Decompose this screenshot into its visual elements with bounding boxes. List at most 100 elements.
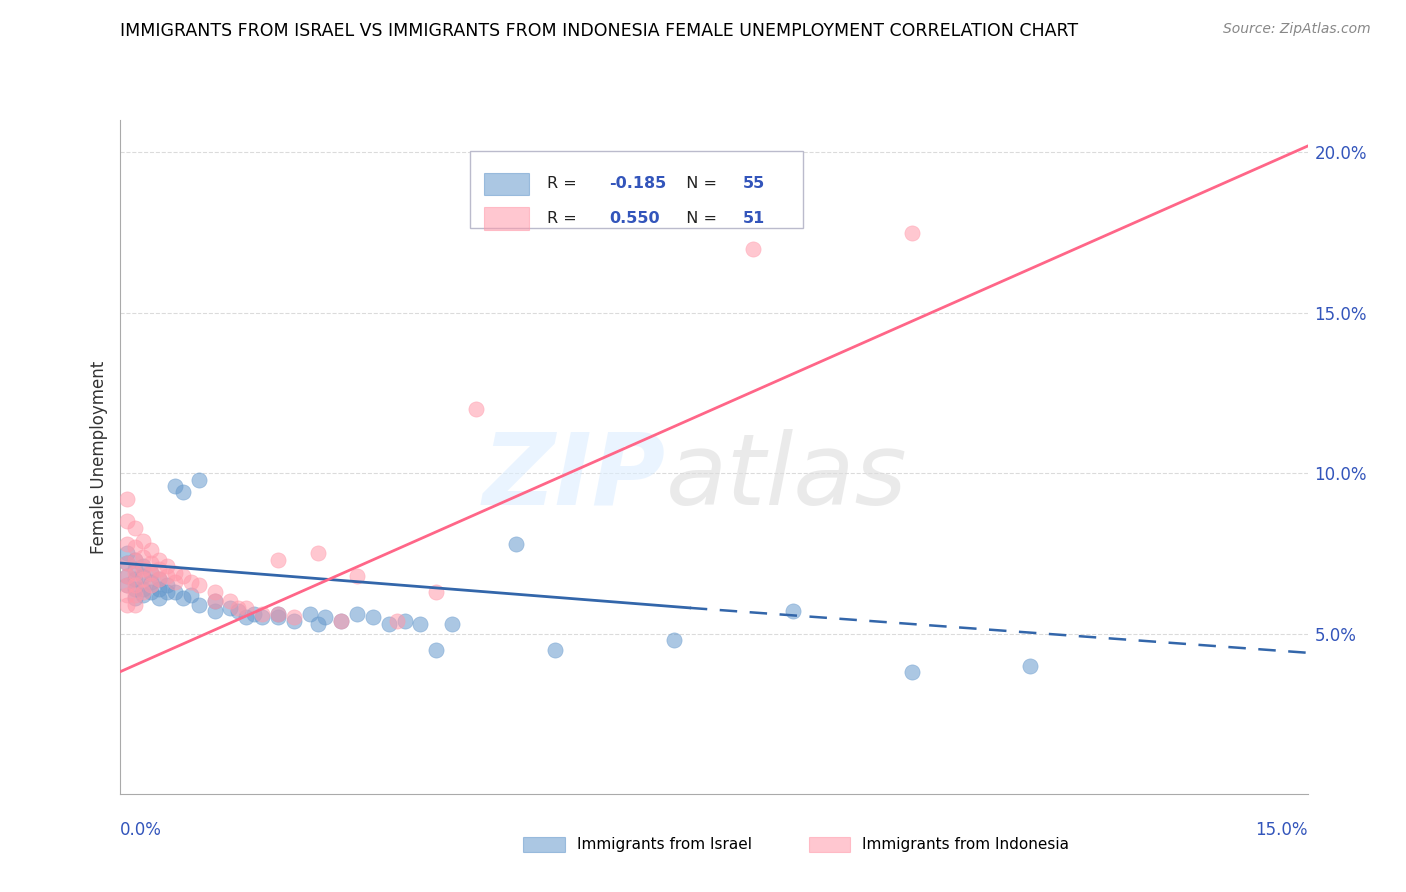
Point xyxy=(235,600,257,615)
Point xyxy=(180,575,202,590)
Point xyxy=(464,402,488,417)
Point xyxy=(117,556,139,570)
Point xyxy=(117,491,139,506)
Point xyxy=(132,585,155,599)
Point xyxy=(124,572,146,586)
Point xyxy=(204,604,226,618)
Point xyxy=(267,610,290,624)
Point xyxy=(250,610,273,624)
Point xyxy=(219,600,242,615)
Text: R =: R = xyxy=(547,176,582,191)
Point xyxy=(425,642,447,657)
Text: 0.550: 0.550 xyxy=(609,211,659,226)
Point xyxy=(132,562,155,576)
Point xyxy=(267,607,290,622)
Point xyxy=(141,566,163,580)
Point xyxy=(283,610,305,624)
Point xyxy=(124,553,146,567)
Point xyxy=(228,604,250,618)
Point xyxy=(132,533,155,548)
Point xyxy=(132,549,155,564)
Point xyxy=(307,546,329,560)
Point xyxy=(346,607,368,622)
Point xyxy=(180,588,202,602)
Point xyxy=(385,614,408,628)
Point xyxy=(219,594,242,608)
Point xyxy=(124,588,146,602)
Text: N =: N = xyxy=(675,211,721,226)
Point xyxy=(283,614,305,628)
Point xyxy=(124,578,146,592)
Point xyxy=(1019,658,1042,673)
Point xyxy=(378,616,401,631)
Point xyxy=(148,562,170,576)
Point xyxy=(141,585,163,599)
Point xyxy=(163,479,186,493)
Point xyxy=(425,585,447,599)
Point xyxy=(307,616,329,631)
Point xyxy=(156,578,179,592)
Point xyxy=(148,553,170,567)
Text: 51: 51 xyxy=(744,211,765,226)
Point xyxy=(148,582,170,596)
Point xyxy=(441,616,464,631)
Point xyxy=(117,514,139,528)
Point xyxy=(228,600,250,615)
Text: Source: ZipAtlas.com: Source: ZipAtlas.com xyxy=(1223,22,1371,37)
Point xyxy=(187,598,209,612)
Point xyxy=(156,569,179,583)
Point xyxy=(124,591,146,606)
Point xyxy=(187,473,209,487)
Point xyxy=(117,569,139,583)
Text: Immigrants from Israel: Immigrants from Israel xyxy=(576,837,752,852)
Point xyxy=(782,604,804,618)
Point xyxy=(662,632,685,647)
Text: -0.185: -0.185 xyxy=(609,176,666,191)
FancyBboxPatch shape xyxy=(470,151,803,228)
Text: 55: 55 xyxy=(744,176,765,191)
Point xyxy=(204,594,226,608)
Point xyxy=(267,553,290,567)
Point xyxy=(141,566,163,580)
Point xyxy=(124,562,146,576)
Point xyxy=(544,642,567,657)
Point xyxy=(156,559,179,574)
Point xyxy=(235,610,257,624)
Point xyxy=(132,582,155,596)
Point xyxy=(172,591,194,606)
Point xyxy=(132,559,155,574)
Point xyxy=(163,585,186,599)
Point xyxy=(117,578,139,592)
Point xyxy=(148,591,170,606)
Text: atlas: atlas xyxy=(666,429,908,526)
Point xyxy=(124,521,146,535)
Point xyxy=(314,610,336,624)
Point xyxy=(124,566,146,580)
Text: N =: N = xyxy=(675,176,721,191)
Text: 15.0%: 15.0% xyxy=(1256,821,1308,838)
Point xyxy=(267,607,290,622)
Point xyxy=(163,575,186,590)
Point xyxy=(117,578,139,592)
Point xyxy=(900,665,922,679)
Point xyxy=(172,485,194,500)
Point xyxy=(243,607,266,622)
Point xyxy=(409,616,432,631)
Point xyxy=(141,575,163,590)
FancyBboxPatch shape xyxy=(484,207,530,229)
Point xyxy=(148,572,170,586)
Point xyxy=(505,537,527,551)
Point xyxy=(172,569,194,583)
Point xyxy=(124,540,146,554)
Text: R =: R = xyxy=(547,211,582,226)
Text: Immigrants from Indonesia: Immigrants from Indonesia xyxy=(862,837,1070,852)
Point xyxy=(117,598,139,612)
Text: ZIP: ZIP xyxy=(484,429,666,526)
Point xyxy=(346,569,368,583)
Text: IMMIGRANTS FROM ISRAEL VS IMMIGRANTS FROM INDONESIA FEMALE UNEMPLOYMENT CORRELAT: IMMIGRANTS FROM ISRAEL VS IMMIGRANTS FRO… xyxy=(120,22,1077,40)
Point xyxy=(117,556,139,570)
Point xyxy=(124,598,146,612)
Point xyxy=(156,585,179,599)
Point xyxy=(742,242,765,256)
Point xyxy=(132,588,155,602)
